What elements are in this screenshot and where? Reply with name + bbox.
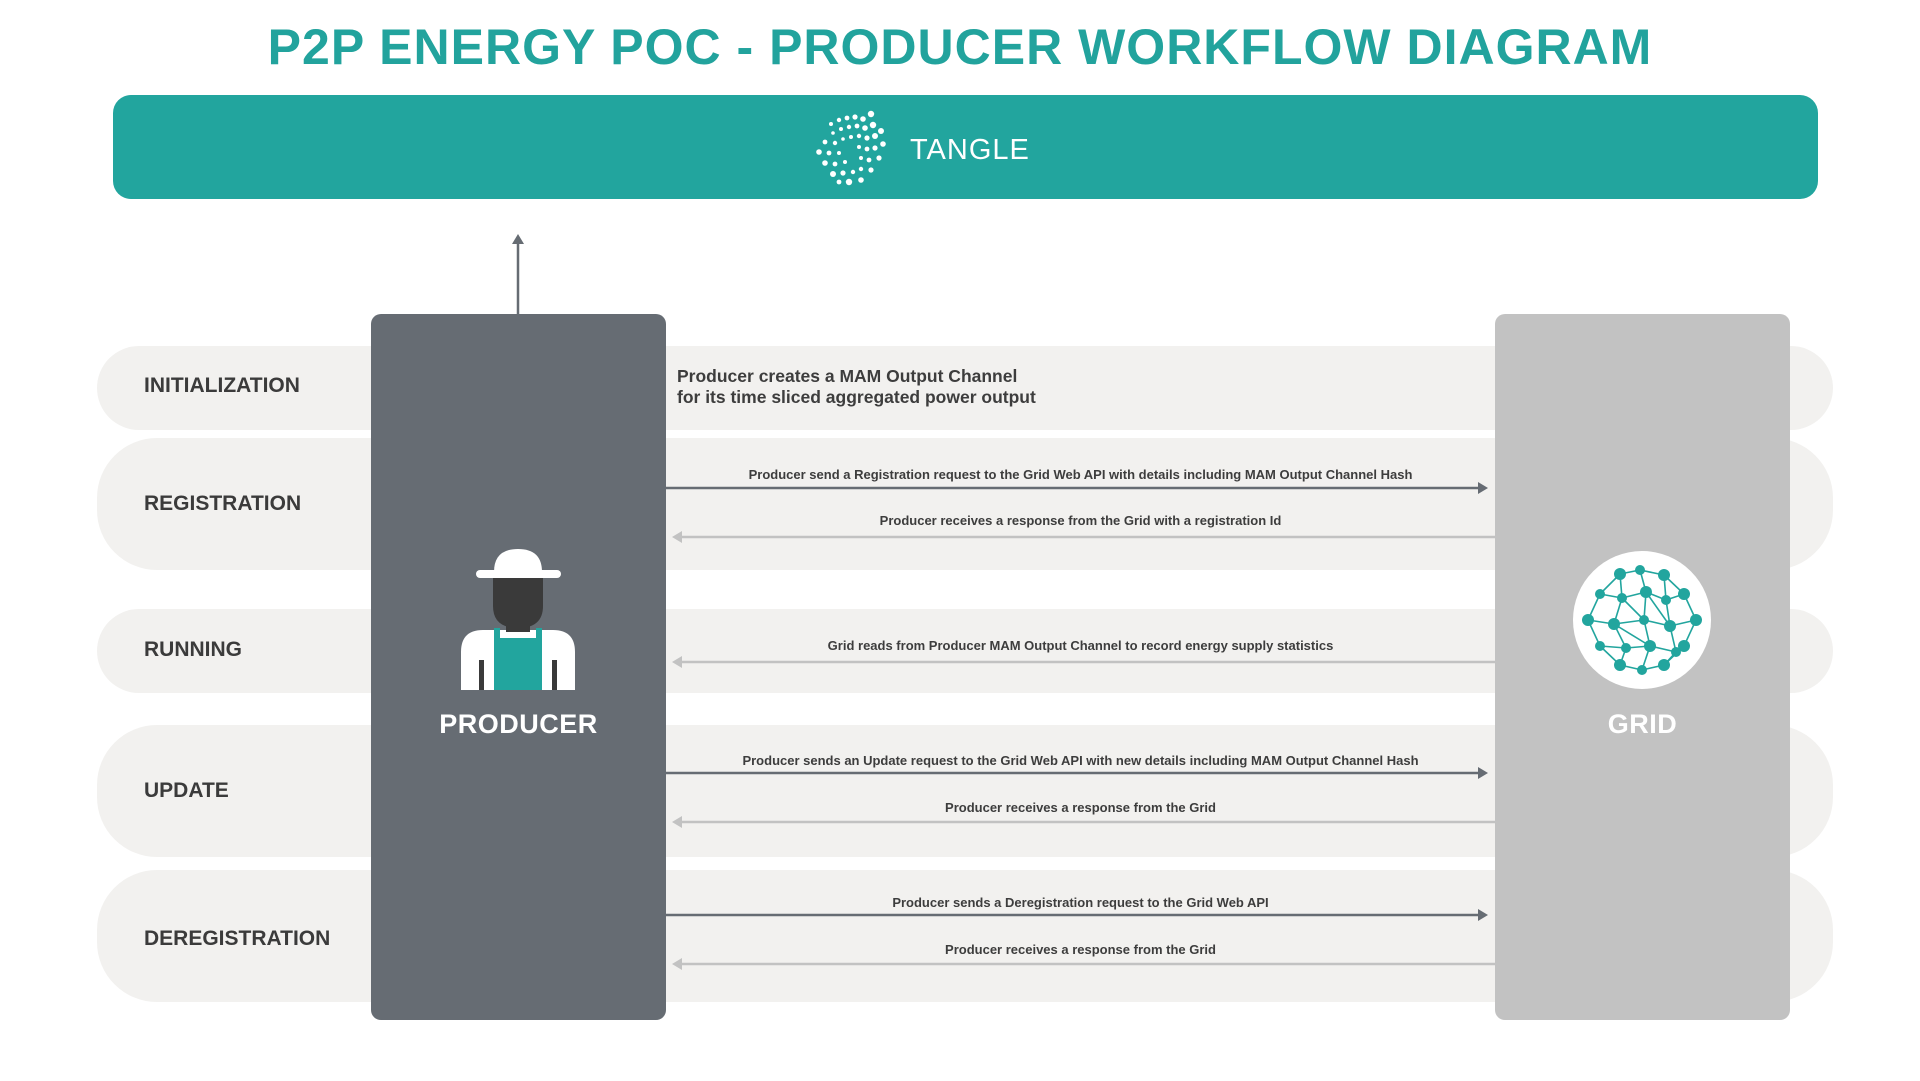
message-label: Grid reads from Producer MAM Output Chan…: [827, 638, 1334, 653]
message-label: Producer send a Registration request to …: [748, 467, 1413, 482]
lane-label-running: RUNNING: [144, 638, 242, 661]
producer-box: [371, 314, 666, 1020]
iota-logo-icon: [816, 110, 886, 186]
producer-to-tangle-arrow: [512, 234, 524, 314]
producer-label: PRODUCER: [439, 709, 598, 739]
grid-label: GRID: [1607, 709, 1678, 739]
lane-label-initialization: INITIALIZATION: [144, 374, 300, 397]
initialization-line-1: Producer creates a MAM Output Channel: [677, 366, 1018, 386]
message-label: Producer receives a response from the Gr…: [879, 513, 1282, 528]
page-title: P2P ENERGY POC - PRODUCER WORKFLOW DIAGR…: [267, 19, 1653, 75]
lane-label-deregistration: DEREGISTRATION: [144, 927, 331, 950]
initialization-line-2: for its time sliced aggregated power out…: [677, 387, 1036, 407]
lane-label-registration: REGISTRATION: [144, 492, 302, 515]
grid-box: [1495, 314, 1790, 1020]
message-label: Producer receives a response from the Gr…: [945, 942, 1216, 957]
tangle-label: TANGLE: [910, 134, 1030, 166]
tangle-bar: [113, 95, 1818, 199]
initialization-message: Producer creates a MAM Output Channel fo…: [677, 366, 1036, 408]
lane-label-update: UPDATE: [144, 779, 229, 802]
message-label: Producer receives a response from the Gr…: [945, 800, 1216, 815]
message-label: Producer sends a Deregistration request …: [892, 895, 1269, 910]
message-label: Producer sends an Update request to the …: [742, 753, 1419, 768]
